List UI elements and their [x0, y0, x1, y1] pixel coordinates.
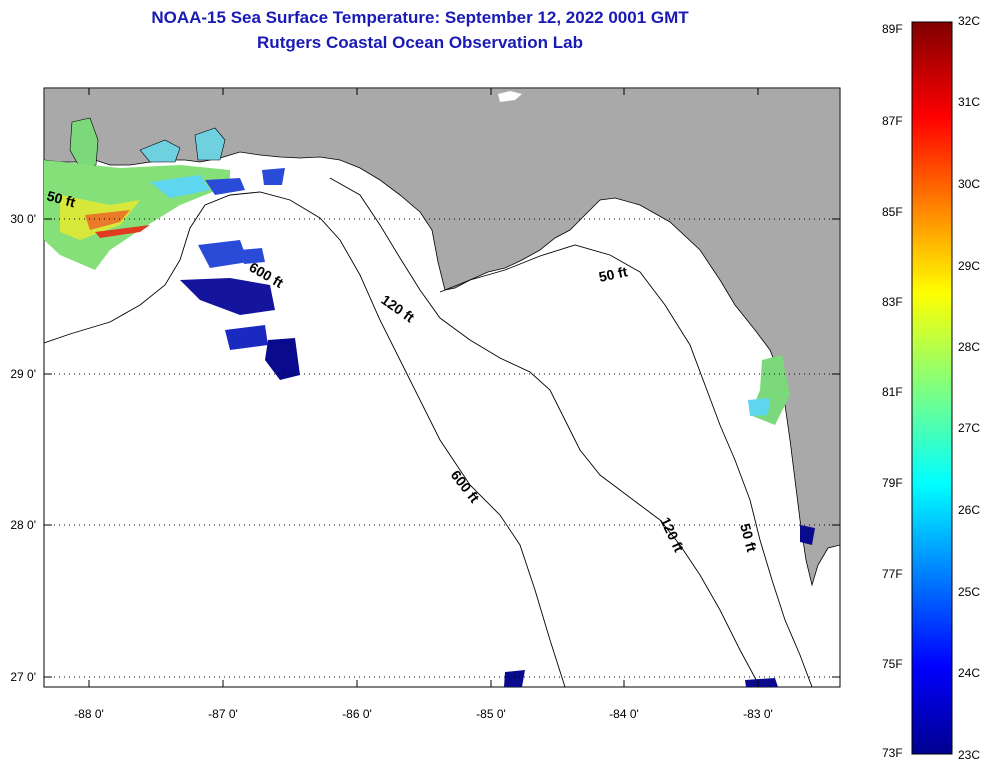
colorbar-f-label: 73F — [882, 746, 903, 760]
y-tick-label: 27 0' — [10, 670, 36, 684]
colorbar-c-label: 24C — [958, 666, 981, 680]
colorbar-c-label: 28C — [958, 340, 981, 354]
colorbar-f-label: 79F — [882, 476, 903, 490]
map-title: NOAA-15 Sea Surface Temperature: Septemb… — [151, 8, 689, 27]
contour-label: 50 ft — [737, 522, 760, 554]
colorbar-c-label: 27C — [958, 421, 981, 435]
colorbar-f-label: 87F — [882, 114, 903, 128]
colorbar-c-label: 30C — [958, 177, 981, 191]
colorbar-c-label: 23C — [958, 748, 981, 762]
land-mass — [44, 88, 840, 587]
colorbar-f-label: 75F — [882, 657, 903, 671]
map-subtitle: Rutgers Coastal Ocean Observation Lab — [257, 33, 583, 52]
colorbar-f-label: 83F — [882, 295, 903, 309]
contour-label: 50 ft — [597, 263, 629, 285]
contour-label: 50 ft — [45, 187, 77, 210]
x-tick-label: -85 0' — [476, 707, 506, 721]
x-tick-label: -87 0' — [208, 707, 238, 721]
x-tick-label: -84 0' — [609, 707, 639, 721]
colorbar-f-label: 81F — [882, 385, 903, 399]
y-tick-label: 29 0' — [10, 367, 36, 381]
sst-data-patches — [44, 160, 815, 687]
x-tick-label: -88 0' — [74, 707, 104, 721]
colorbar-c-label: 25C — [958, 585, 981, 599]
colorbar-f-label: 85F — [882, 205, 903, 219]
x-tick-label: -83 0' — [743, 707, 773, 721]
x-tick-label: -86 0' — [342, 707, 372, 721]
y-tick-label: 28 0' — [10, 518, 36, 532]
y-tick-label: 30 0' — [10, 212, 36, 226]
colorbar-f-label: 89F — [882, 22, 903, 36]
colorbar-c-label: 29C — [958, 259, 981, 273]
colorbar-f-label: 77F — [882, 567, 903, 581]
colorbar-c-label: 26C — [958, 503, 981, 517]
colorbar-c-label: 31C — [958, 95, 981, 109]
colorbar-c-label: 32C — [958, 14, 981, 28]
